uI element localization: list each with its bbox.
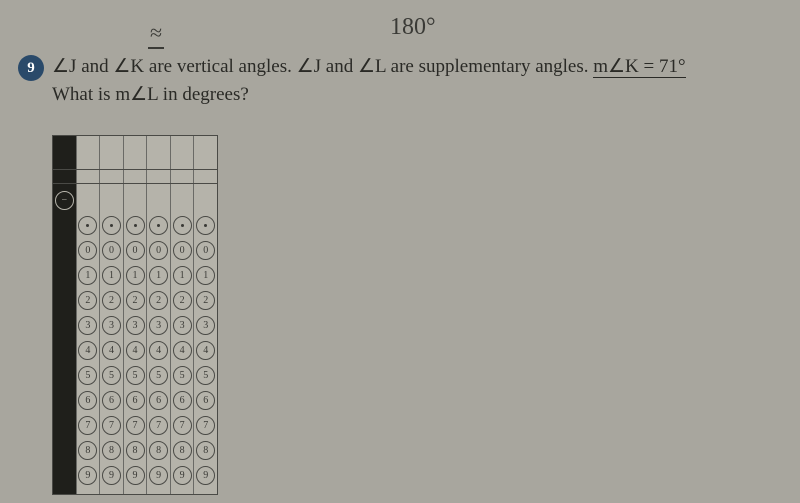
bubble-digit-1[interactable]: 1 — [126, 266, 145, 285]
handwritten-note-180: 180° — [390, 14, 436, 41]
spacer-cell — [194, 170, 217, 183]
bubble-column: 0 1 2 3 4 5 6 7 8 9 — [171, 184, 195, 494]
bubble-digit-7[interactable]: 7 — [78, 416, 97, 435]
bubble-digit-4[interactable]: 4 — [149, 341, 168, 360]
bubble-decimal[interactable] — [102, 216, 121, 235]
answer-cell[interactable] — [194, 136, 217, 169]
bubble-digit-7[interactable]: 7 — [126, 416, 145, 435]
bubble-digit-7[interactable]: 7 — [173, 416, 192, 435]
bubble-decimal[interactable] — [126, 216, 145, 235]
bubble-digit-8[interactable]: 8 — [102, 441, 121, 460]
spacer-cell — [77, 170, 101, 183]
bubble-decimal[interactable] — [196, 216, 215, 235]
bubble-digit-4[interactable]: 4 — [102, 341, 121, 360]
bubble-digit-1[interactable]: 1 — [102, 266, 121, 285]
bubble-digit-4[interactable]: 4 — [173, 341, 192, 360]
bubble-digit-3[interactable]: 3 — [102, 316, 121, 335]
bubble-decimal[interactable] — [173, 216, 192, 235]
bubble-digit-2[interactable]: 2 — [126, 291, 145, 310]
bubble-digit-8[interactable]: 8 — [149, 441, 168, 460]
question-block: 9 ∠J and ∠K are vertical angles. ∠J and … — [18, 53, 792, 108]
bubble-digit-1[interactable]: 1 — [78, 266, 97, 285]
bubble-digit-8[interactable]: 8 — [173, 441, 192, 460]
bubble-digit-0[interactable]: 0 — [102, 241, 121, 260]
bubble-digit-6[interactable]: 6 — [149, 391, 168, 410]
bubble-digit-9[interactable]: 9 — [78, 466, 97, 485]
spacer-cell — [124, 170, 148, 183]
bubble-decimal[interactable] — [149, 216, 168, 235]
bubble-digit-0[interactable]: 0 — [149, 241, 168, 260]
bubble-column: 0 1 2 3 4 5 6 7 8 9 — [124, 184, 148, 494]
bubble-digit-6[interactable]: 6 — [102, 391, 121, 410]
bubble-negative[interactable]: − — [55, 191, 74, 210]
answer-entry-row — [53, 136, 217, 170]
bubble-digit-7[interactable]: 7 — [149, 416, 168, 435]
answer-cell[interactable] — [53, 136, 77, 169]
bubble-digit-3[interactable]: 3 — [196, 316, 215, 335]
handwritten-note-approx: ≈ — [148, 20, 164, 49]
bubble-columns: −012345678901234567890123456789012345678… — [53, 184, 217, 494]
bubble-digit-3[interactable]: 3 — [173, 316, 192, 335]
bubble-digit-2[interactable]: 2 — [102, 291, 121, 310]
bubble-digit-1[interactable]: 1 — [149, 266, 168, 285]
answer-cell[interactable] — [171, 136, 195, 169]
bubble-digit-7[interactable]: 7 — [196, 416, 215, 435]
bubble-digit-5[interactable]: 5 — [196, 366, 215, 385]
bubble-digit-1[interactable]: 1 — [173, 266, 192, 285]
bubble-digit-6[interactable]: 6 — [173, 391, 192, 410]
bubble-digit-4[interactable]: 4 — [78, 341, 97, 360]
bubble-digit-4[interactable]: 4 — [196, 341, 215, 360]
bubble-column: 0 1 2 3 4 5 6 7 8 9 — [77, 184, 101, 494]
spacer-cell — [147, 170, 171, 183]
bubble-decimal[interactable] — [78, 216, 97, 235]
bubble-digit-5[interactable]: 5 — [173, 366, 192, 385]
bubble-digit-0[interactable]: 0 — [126, 241, 145, 260]
bubble-digit-2[interactable]: 2 — [149, 291, 168, 310]
answer-cell[interactable] — [147, 136, 171, 169]
bubble-digit-9[interactable]: 9 — [149, 466, 168, 485]
bubble-column: 0 1 2 3 4 5 6 7 8 9 — [100, 184, 124, 494]
answer-cell[interactable] — [124, 136, 148, 169]
bubble-digit-5[interactable]: 5 — [149, 366, 168, 385]
bubble-column: 0 1 2 3 4 5 6 7 8 9 — [147, 184, 171, 494]
bubble-digit-5[interactable]: 5 — [78, 366, 97, 385]
bubble-digit-0[interactable]: 0 — [173, 241, 192, 260]
bubble-digit-6[interactable]: 6 — [78, 391, 97, 410]
bubble-column: − — [53, 184, 77, 494]
bubble-digit-9[interactable]: 9 — [126, 466, 145, 485]
answer-cell[interactable] — [77, 136, 101, 169]
bubble-digit-3[interactable]: 3 — [149, 316, 168, 335]
bubble-digit-9[interactable]: 9 — [196, 466, 215, 485]
spacer-cell — [171, 170, 195, 183]
bubble-digit-2[interactable]: 2 — [196, 291, 215, 310]
bubble-column: 0 1 2 3 4 5 6 7 8 9 — [194, 184, 217, 494]
spacer-cell — [53, 170, 77, 183]
bubble-digit-2[interactable]: 2 — [78, 291, 97, 310]
bubble-digit-5[interactable]: 5 — [126, 366, 145, 385]
bubble-digit-8[interactable]: 8 — [196, 441, 215, 460]
spacer-cell — [100, 170, 124, 183]
question-number-badge: 9 — [18, 55, 44, 81]
bubble-digit-3[interactable]: 3 — [78, 316, 97, 335]
bubble-digit-8[interactable]: 8 — [126, 441, 145, 460]
bubble-digit-1[interactable]: 1 — [196, 266, 215, 285]
bubble-digit-0[interactable]: 0 — [78, 241, 97, 260]
bubble-digit-4[interactable]: 4 — [126, 341, 145, 360]
bubble-answer-grid: −012345678901234567890123456789012345678… — [52, 135, 218, 495]
bubble-digit-2[interactable]: 2 — [173, 291, 192, 310]
grid-spacer-row — [53, 170, 217, 184]
bubble-digit-0[interactable]: 0 — [196, 241, 215, 260]
bubble-digit-8[interactable]: 8 — [78, 441, 97, 460]
bubble-digit-9[interactable]: 9 — [102, 466, 121, 485]
bubble-digit-6[interactable]: 6 — [126, 391, 145, 410]
answer-cell[interactable] — [100, 136, 124, 169]
bubble-digit-7[interactable]: 7 — [102, 416, 121, 435]
question-text: ∠J and ∠K are vertical angles. ∠J and ∠L… — [52, 53, 792, 108]
bubble-digit-9[interactable]: 9 — [173, 466, 192, 485]
bubble-digit-6[interactable]: 6 — [196, 391, 215, 410]
bubble-digit-5[interactable]: 5 — [102, 366, 121, 385]
bubble-digit-3[interactable]: 3 — [126, 316, 145, 335]
